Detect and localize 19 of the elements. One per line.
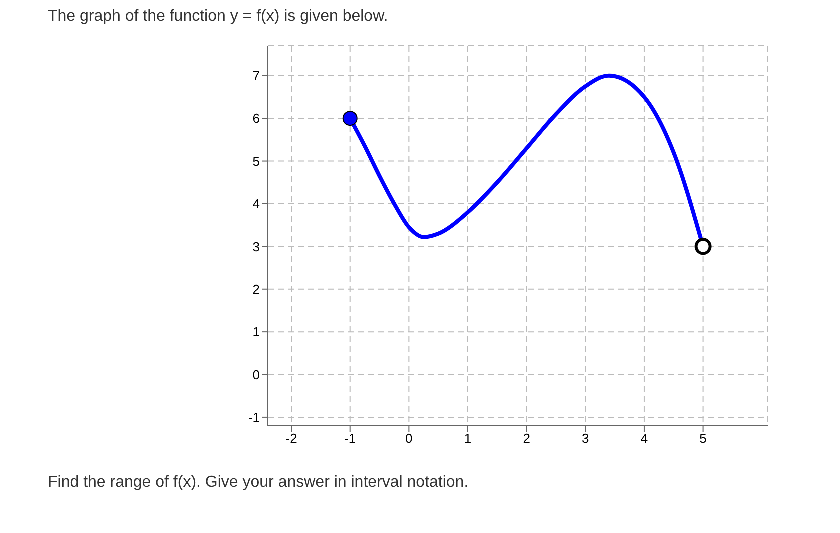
- y-tick-label: 3: [252, 239, 260, 254]
- y-tick-label: 1: [252, 324, 260, 340]
- y-tick-label: 0: [252, 367, 260, 382]
- x-tick-label: 2: [523, 431, 530, 446]
- x-tick-label: 1: [464, 431, 472, 446]
- y-tick-label: 4: [252, 196, 260, 212]
- x-tick-label: -2: [286, 431, 298, 446]
- x-tick-label: -1: [344, 431, 356, 446]
- y-tick-label: 6: [252, 111, 260, 126]
- x-tick-label: 3: [582, 431, 590, 446]
- x-tick-label: 5: [700, 431, 707, 446]
- chart-title: The graph of the function y = f(x) is given below.: [48, 8, 390, 26]
- text: Find the range of f(x). Give your answer in interval notation.: [48, 474, 470, 492]
- x-tick-label: 4: [640, 431, 648, 446]
- y-tick-label: 2: [252, 282, 260, 297]
- y-tick-label: -1: [248, 410, 260, 426]
- y-tick-label: 5: [252, 154, 260, 169]
- x-tick-label: 0: [406, 431, 413, 446]
- y-tick-label: 7: [252, 68, 260, 84]
